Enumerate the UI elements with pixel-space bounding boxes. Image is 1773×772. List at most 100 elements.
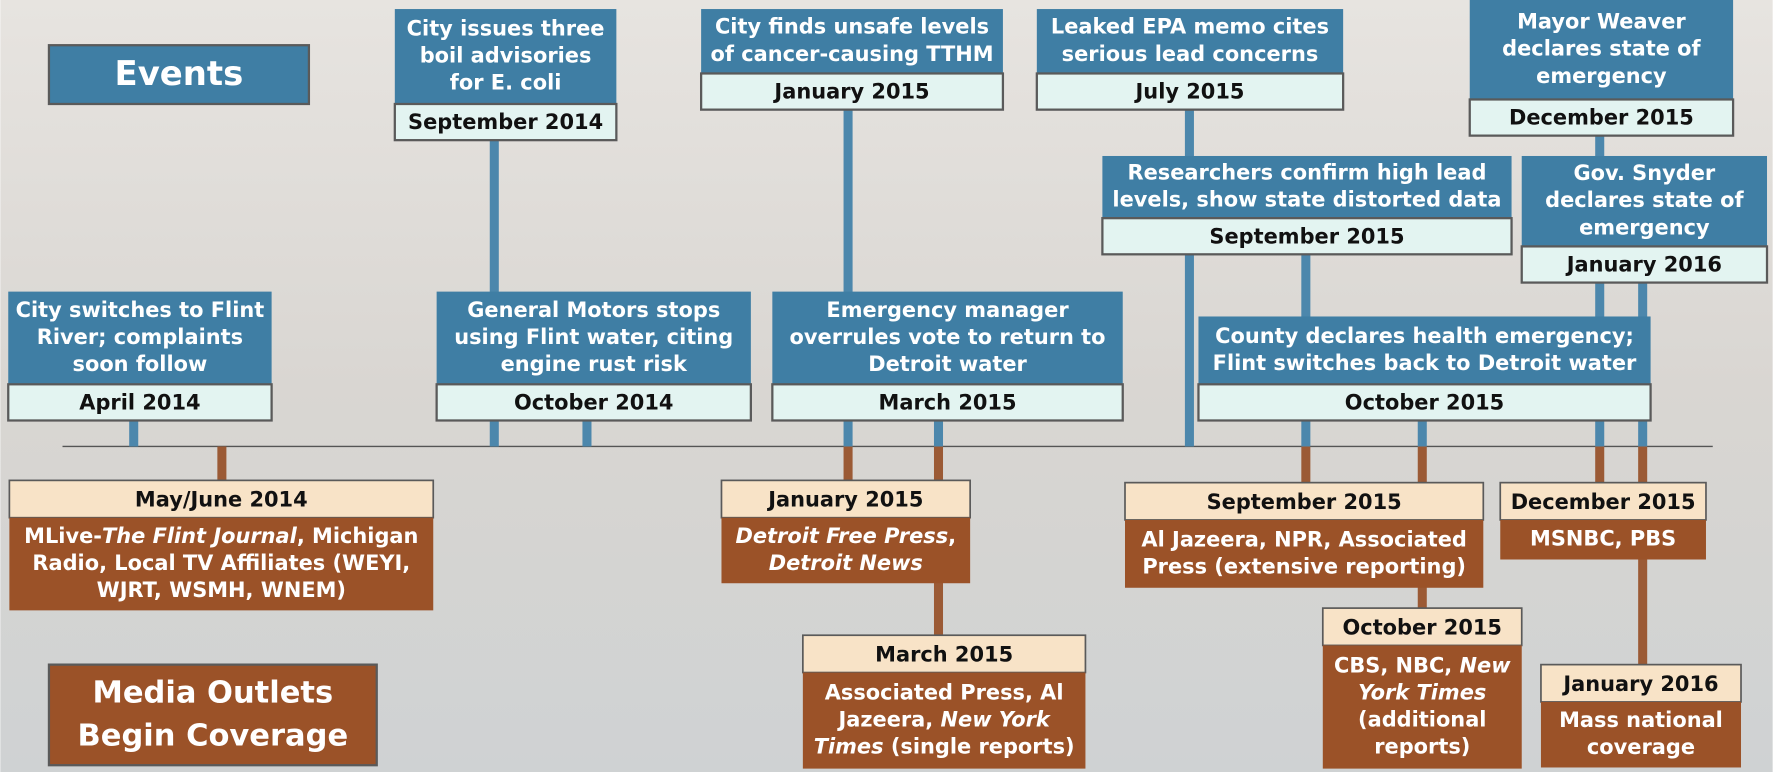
event-date-box	[435, 383, 752, 422]
media-text-part: New	[1460, 653, 1512, 677]
media-text-part: Detroit Free Press	[736, 524, 949, 548]
event-text: levels, show state distorted data	[1112, 188, 1501, 212]
media-text-part: MSNBC, PBS	[1530, 527, 1676, 551]
media-date-box	[1540, 663, 1742, 703]
event-text: of cancer-causing TTHM	[710, 42, 993, 66]
event-date: October 2015	[1345, 391, 1504, 415]
event-box	[1469, 0, 1734, 100]
event-text: City issues three	[407, 16, 605, 40]
event-text: Leaked EPA memo cites	[1051, 15, 1329, 39]
event-date-box	[1468, 98, 1735, 137]
event-text: County declares health emergency;	[1215, 324, 1634, 348]
media-box	[1540, 701, 1742, 768]
event-box	[394, 9, 617, 104]
event-date: January 2015	[772, 80, 929, 104]
event-date-box	[1197, 383, 1652, 422]
event-box	[772, 291, 1123, 385]
event-text: declares state of	[1502, 37, 1701, 61]
event-box	[701, 9, 1003, 74]
event-date-box	[393, 102, 618, 142]
media-text: York Times	[1358, 680, 1486, 704]
media-text: Radio, Local TV Affiliates (WEYI,	[32, 551, 410, 575]
event-text: engine rust risk	[501, 352, 688, 376]
event-text: boil advisories	[420, 44, 592, 68]
event-text: Gov. Snyder	[1574, 161, 1716, 185]
media-date-box	[1499, 481, 1707, 521]
media-text: MSNBC, PBS	[1530, 527, 1676, 551]
media-date: May/June 2014	[135, 488, 308, 512]
event-text: for E. coli	[450, 71, 562, 95]
event-text: soon follow	[73, 352, 208, 376]
media-text-part: Times	[814, 735, 884, 759]
media-text-part: Press (extensive reporting)	[1142, 554, 1466, 578]
event-box	[1036, 9, 1344, 74]
media-text: Detroit Free Press,	[736, 524, 957, 548]
media-text-part: , Michigan	[297, 524, 419, 548]
media-text-part: CBS, NBC,	[1334, 653, 1460, 677]
media-date-box	[720, 479, 971, 519]
event-date: March 2015	[879, 391, 1017, 415]
media-text-part: New York	[941, 708, 1051, 732]
event-text: using Flint water, citing	[454, 325, 733, 349]
media-date: January 2015	[766, 488, 923, 512]
media-text-part: York Times	[1358, 680, 1486, 704]
event-text: emergency	[1536, 64, 1667, 88]
media-text: Mass national	[1559, 708, 1723, 732]
media-text-part: MLive-	[24, 524, 102, 548]
media-text: reports)	[1374, 735, 1470, 759]
event-date-box	[1101, 217, 1513, 256]
media-text-part: Associated Press, Al	[825, 680, 1064, 704]
media-date: January 2016	[1561, 672, 1718, 696]
media-text-part: Al Jazeera, NPR, Associated	[1141, 527, 1466, 551]
media-box	[9, 517, 434, 611]
media-date-box	[1124, 481, 1485, 521]
media-text: Jazeera, New York	[836, 708, 1050, 732]
media-text: CBS, NBC, New	[1334, 653, 1511, 677]
event-text: serious lead concerns	[1062, 42, 1319, 66]
media-box	[721, 517, 971, 584]
event-text: City finds unsafe levels	[715, 15, 989, 39]
media-box	[1322, 645, 1522, 769]
media-text-part: coverage	[1587, 735, 1695, 759]
event-date: April 2014	[79, 391, 200, 415]
event-text: Researchers confirm high lead	[1128, 161, 1487, 185]
media-text-part: WJRT, WSMH, WNEM)	[97, 578, 346, 602]
event-text: City switches to Flint	[16, 298, 265, 322]
legend-events: Events	[115, 54, 244, 93]
media-text: MLive-The Flint Journal, Michigan	[24, 524, 418, 548]
media-date: September 2015	[1207, 490, 1402, 514]
event-box	[1521, 155, 1768, 247]
media-text-part: ,	[948, 524, 956, 548]
event-date-box	[699, 72, 1005, 111]
media-text: Detroit News	[769, 551, 923, 575]
event-text: General Motors stops	[467, 298, 720, 322]
event-date: December 2015	[1509, 106, 1694, 130]
media-text-part: The Flint Journal	[102, 524, 298, 548]
event-box	[1198, 316, 1651, 385]
media-text-part: (single reports)	[884, 735, 1075, 759]
event-date: January 2016	[1565, 253, 1722, 277]
event-box	[1102, 155, 1512, 219]
event-date-box	[1520, 245, 1769, 284]
media-date-box	[802, 634, 1087, 674]
media-text-part: Mass national	[1559, 708, 1723, 732]
event-date-box	[771, 383, 1124, 422]
legend-media-box	[47, 663, 378, 767]
event-box	[436, 291, 751, 385]
media-text-part: Jazeera,	[836, 708, 940, 732]
media-text: Associated Press, Al	[825, 680, 1064, 704]
legend-media: Begin Coverage	[78, 718, 349, 753]
event-date-box	[7, 383, 273, 422]
media-box	[1500, 519, 1706, 560]
event-box	[8, 291, 272, 385]
event-date-box	[1035, 72, 1345, 111]
media-text: coverage	[1587, 735, 1695, 759]
event-text: Emergency manager	[826, 298, 1069, 322]
media-box	[802, 672, 1086, 769]
event-date: July 2015	[1134, 80, 1245, 104]
media-date: March 2015	[875, 643, 1013, 667]
media-text: Press (extensive reporting)	[1142, 554, 1466, 578]
media-text-part: Detroit News	[769, 551, 923, 575]
legend-media: Media Outlets	[93, 676, 334, 711]
